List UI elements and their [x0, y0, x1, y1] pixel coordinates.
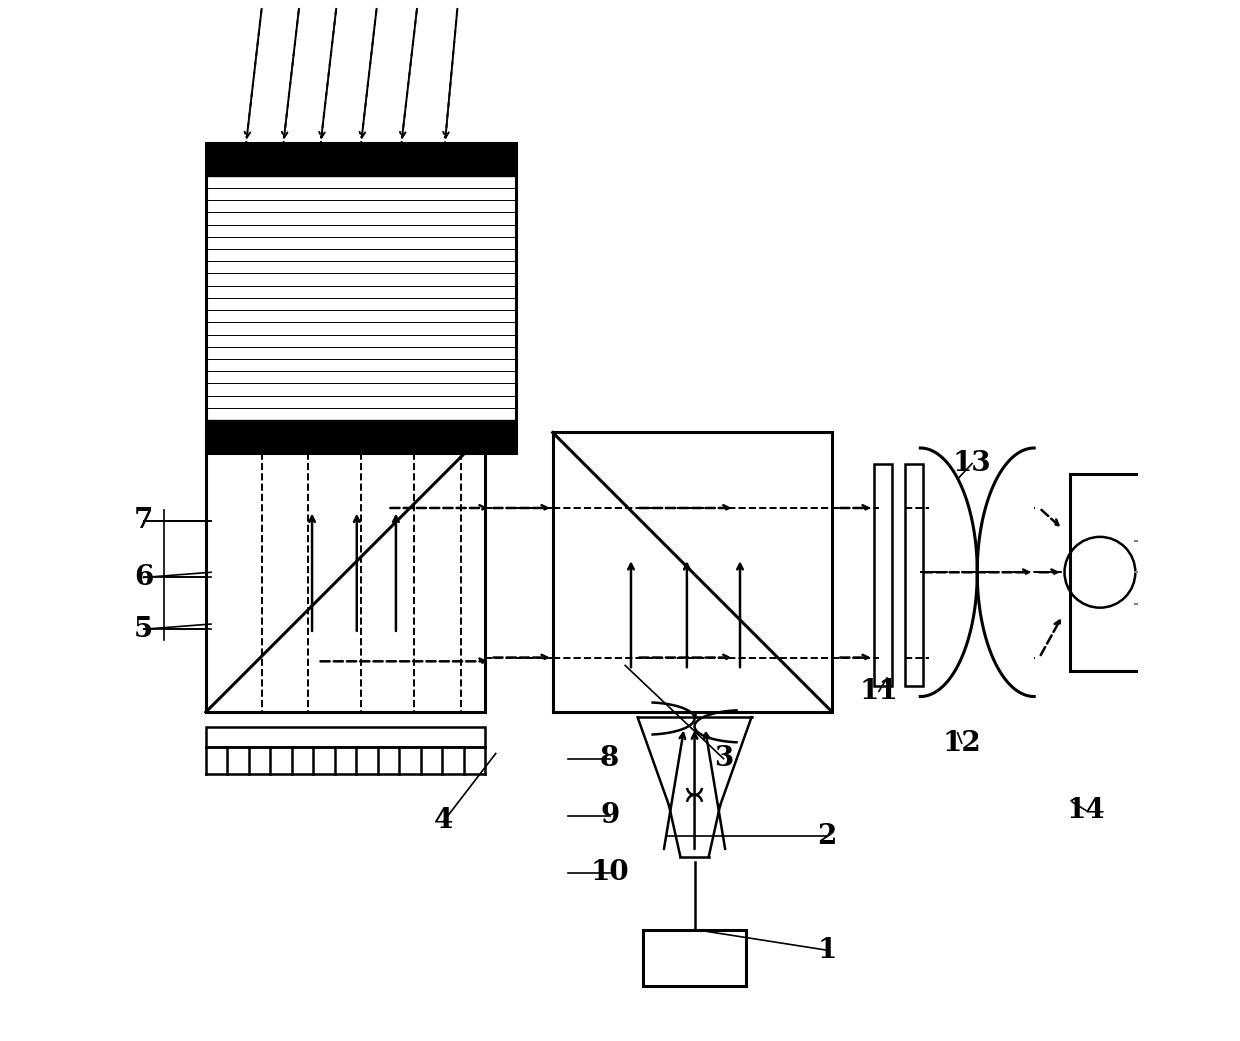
Bar: [206, 143, 516, 453]
Text: 1: 1: [817, 937, 837, 964]
Bar: [642, 930, 746, 987]
Text: 5: 5: [134, 615, 154, 642]
Text: 2: 2: [817, 822, 837, 849]
Bar: [206, 421, 516, 453]
Text: 8: 8: [600, 745, 619, 772]
Text: 11: 11: [859, 678, 898, 705]
Text: 6: 6: [134, 564, 154, 591]
Bar: [206, 727, 485, 746]
Bar: [206, 143, 516, 176]
Bar: [905, 463, 924, 686]
Text: 14: 14: [1066, 797, 1105, 823]
Text: 7: 7: [134, 507, 154, 534]
Text: 12: 12: [942, 730, 981, 757]
Bar: [206, 432, 485, 712]
Text: 3: 3: [714, 745, 733, 772]
Bar: [1070, 474, 1148, 670]
Text: 13: 13: [952, 450, 991, 477]
Text: 9: 9: [600, 803, 619, 829]
Text: 4: 4: [434, 807, 454, 834]
Bar: [553, 432, 832, 712]
Text: 10: 10: [590, 859, 629, 886]
Bar: [874, 463, 893, 686]
